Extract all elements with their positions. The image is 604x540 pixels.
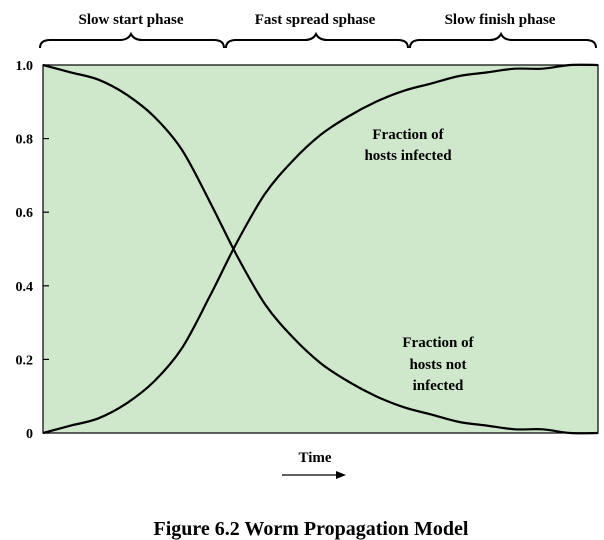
y-tick-label: 0.6 [16,206,34,221]
phase-brace-slow-finish [409,31,597,49]
annotation-infected-line-1: Fraction of [372,127,444,143]
phase-brace-fast-spread [225,31,409,49]
phase-label-fast-spread: Fast spread sphase [255,12,376,28]
phase-label-slow-finish: Slow finish phase [445,12,556,28]
phase-brace-slow-start [39,31,225,49]
annotation-infected-line-2: hosts infected [364,148,452,164]
annotation-not-infected-line-1: Fraction of [402,335,474,351]
annotation-not-infected-line-3: infected [413,378,464,394]
y-tick-label: 0 [26,427,33,442]
y-tick-label: 1.0 [16,59,34,74]
series-line-not-infected [42,63,599,435]
annotation-not-infected-line-2: hosts not [409,357,466,373]
plot-background [42,64,599,434]
x-axis-label: Time [298,450,331,466]
figure-caption: Figure 6.2 Worm Propagation Model [154,518,469,540]
time-arrow-head [336,471,346,479]
phase-label-slow-start: Slow start phase [78,12,183,28]
y-tick-label: 0.4 [16,280,34,295]
y-tick-label: 0.2 [16,353,34,368]
y-tick-label: 0.8 [16,133,34,148]
series-line-infected [42,63,599,435]
